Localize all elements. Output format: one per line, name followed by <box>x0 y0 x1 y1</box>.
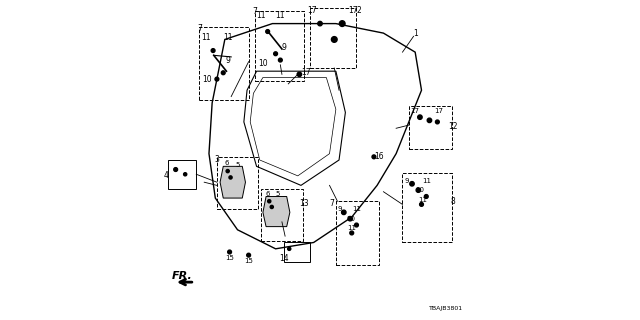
Text: FR.: FR. <box>172 271 193 281</box>
Text: 9: 9 <box>337 206 342 212</box>
Text: 9: 9 <box>405 178 410 184</box>
Text: 10: 10 <box>347 216 356 222</box>
Circle shape <box>372 155 376 159</box>
Text: 17: 17 <box>307 6 317 15</box>
Circle shape <box>420 203 424 206</box>
Text: 13: 13 <box>300 199 309 208</box>
Circle shape <box>268 200 271 203</box>
Circle shape <box>174 168 177 172</box>
Text: 11: 11 <box>201 33 211 42</box>
Text: 17: 17 <box>435 108 444 114</box>
Bar <box>200 27 248 100</box>
Circle shape <box>266 30 269 33</box>
Text: 11: 11 <box>223 33 233 42</box>
Circle shape <box>247 253 250 257</box>
Circle shape <box>318 21 322 26</box>
Text: 7: 7 <box>253 7 257 16</box>
Text: 17: 17 <box>411 108 420 114</box>
Text: 12: 12 <box>449 122 458 131</box>
Circle shape <box>342 210 346 215</box>
Circle shape <box>355 223 358 227</box>
Text: 11: 11 <box>422 178 431 184</box>
Circle shape <box>332 36 337 42</box>
Circle shape <box>416 188 420 192</box>
Text: 11: 11 <box>352 206 361 212</box>
Bar <box>261 188 303 241</box>
Circle shape <box>435 120 439 124</box>
Text: 6: 6 <box>266 191 270 197</box>
Text: 5: 5 <box>236 162 240 168</box>
Text: 16: 16 <box>374 152 383 161</box>
Bar <box>336 201 379 265</box>
Text: 10: 10 <box>203 75 212 84</box>
Text: 10: 10 <box>415 187 424 193</box>
Bar <box>217 157 258 209</box>
Text: 7: 7 <box>197 24 202 33</box>
Circle shape <box>287 247 291 251</box>
Text: 11: 11 <box>276 11 285 20</box>
Circle shape <box>297 72 301 76</box>
Circle shape <box>410 181 414 186</box>
Text: 17: 17 <box>301 68 310 77</box>
Circle shape <box>350 231 354 235</box>
Text: 8: 8 <box>451 197 456 206</box>
Text: 10: 10 <box>258 59 268 68</box>
Circle shape <box>278 58 282 62</box>
Text: 15: 15 <box>225 255 234 261</box>
Circle shape <box>424 195 428 198</box>
Text: 9: 9 <box>225 56 230 65</box>
Circle shape <box>226 170 229 173</box>
Circle shape <box>274 52 278 56</box>
Text: 5: 5 <box>276 191 280 197</box>
Text: 4: 4 <box>164 172 168 180</box>
Circle shape <box>418 115 422 119</box>
Text: 3: 3 <box>214 155 220 164</box>
Circle shape <box>184 173 187 176</box>
Bar <box>409 106 452 149</box>
Circle shape <box>215 77 219 81</box>
Text: 1: 1 <box>413 28 417 38</box>
Text: 2: 2 <box>356 6 361 15</box>
Bar <box>403 173 452 243</box>
Polygon shape <box>220 166 246 198</box>
Text: 11: 11 <box>348 225 356 231</box>
Polygon shape <box>263 196 290 227</box>
Text: 7: 7 <box>330 199 335 208</box>
Circle shape <box>211 49 215 52</box>
Circle shape <box>428 118 431 123</box>
Circle shape <box>221 71 225 75</box>
Text: 14: 14 <box>279 254 289 263</box>
Text: 11: 11 <box>257 11 266 20</box>
Text: 17: 17 <box>349 6 358 15</box>
Text: 15: 15 <box>244 258 253 264</box>
Bar <box>284 243 310 261</box>
Bar <box>310 8 356 68</box>
Text: TBAJB3801: TBAJB3801 <box>429 306 463 311</box>
Bar <box>255 11 304 81</box>
Text: 6: 6 <box>224 160 228 166</box>
Bar <box>168 160 196 188</box>
Circle shape <box>339 21 345 27</box>
Circle shape <box>228 250 232 254</box>
Text: 9: 9 <box>281 43 286 52</box>
Circle shape <box>270 205 273 209</box>
Circle shape <box>348 216 353 221</box>
Circle shape <box>229 176 232 179</box>
Text: 11: 11 <box>419 197 428 203</box>
